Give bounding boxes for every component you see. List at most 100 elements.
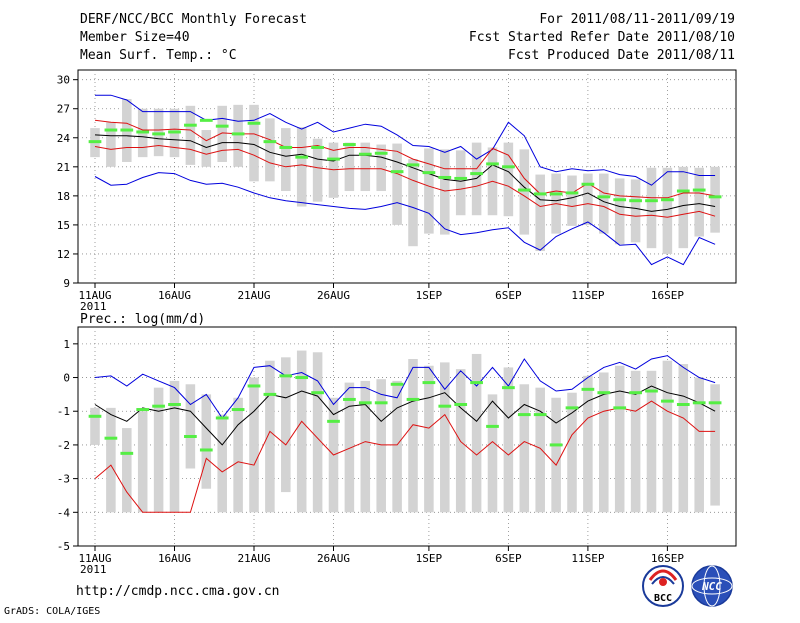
temp-box-19 (392, 143, 402, 225)
temp-box-18 (376, 144, 386, 192)
temp-box-39 (710, 166, 720, 233)
temp-box-9 (233, 104, 243, 167)
prec-box-9 (233, 397, 243, 513)
prec-box-4 (153, 387, 164, 513)
prec-box-34 (630, 370, 641, 513)
temp-line-min (94, 172, 716, 266)
temp-box-8 (217, 105, 227, 162)
prec-ytick-label: -2 (57, 439, 70, 452)
temp-box-23 (455, 150, 466, 216)
prec-ytick-label: -4 (57, 506, 71, 519)
temp-ytick-label: 12 (57, 248, 70, 261)
temp-box-7 (201, 130, 212, 167)
prec-box-16 (344, 382, 355, 513)
temp-box-15 (328, 142, 339, 198)
temp-line-lower-quartile (94, 144, 716, 218)
temp-box-35 (646, 167, 657, 249)
prec-box-2 (122, 428, 132, 513)
prec-box-33 (614, 365, 625, 513)
prec-box-18 (376, 379, 386, 513)
temp-xtick-label: 26AUG (317, 289, 350, 302)
prec-ytick-label: -3 (57, 473, 70, 486)
prec-box-5 (169, 380, 180, 513)
temp-box-20 (408, 159, 418, 247)
temp-xtick-label: 6SEP (495, 289, 522, 302)
chart-title: DERF/NCC/BCC Monthly Forecast (80, 12, 307, 27)
precip-variable-label: Prec.: log(mm/d) (80, 312, 205, 327)
fcst-produced-date: Fcst Produced Date 2011/08/11 (508, 48, 735, 63)
temp-ytick-label: 21 (57, 161, 70, 174)
prec-box-20 (408, 359, 418, 513)
prec-xtick-label: 1SEP (416, 552, 443, 565)
temp-ytick-label: 18 (57, 190, 70, 203)
temp-xtick-label: 11AUG (78, 289, 111, 302)
temp-box-16 (344, 142, 355, 192)
prec-box-17 (360, 380, 371, 513)
ncc-logo: NCC (691, 565, 733, 607)
prec-box-6 (185, 384, 196, 469)
prec-xtick-label: 16AUG (158, 552, 191, 565)
temp-box-37 (678, 166, 689, 249)
prec-xtick-label: 11SEP (571, 552, 604, 565)
prec-box-11 (265, 360, 275, 513)
temp-box-38 (694, 167, 704, 237)
prec-box-26 (503, 367, 514, 513)
prec-line-mean (94, 385, 716, 446)
temp-box-12 (281, 128, 291, 192)
prec-box-8 (217, 414, 227, 513)
prec-box-7 (201, 394, 212, 489)
prec-ytick-label: 0 (63, 372, 70, 385)
prec-xtick-label: 6SEP (495, 552, 522, 565)
prec-box-30 (567, 392, 577, 513)
temp-frame (77, 69, 737, 284)
prec-box-25 (487, 394, 498, 513)
temp-box-30 (567, 175, 577, 226)
temp-box-6 (185, 105, 196, 165)
temp-xtick-label: 16AUG (158, 289, 191, 302)
prec-xtick-label: 26AUG (317, 552, 350, 565)
prec-box-31 (583, 375, 593, 513)
temp-box-22 (440, 149, 450, 235)
prec-ytick-label: -1 (57, 405, 70, 418)
prec-box-24 (471, 353, 482, 513)
temp-box-1 (106, 122, 116, 167)
prec-box-27 (519, 384, 530, 513)
temp-box-34 (630, 179, 641, 243)
temp-ytick-label: 30 (57, 74, 70, 87)
bcc-logo: BCC (642, 565, 684, 607)
temp-xtick-label: 16SEP (651, 289, 684, 302)
temp-line-upper-quartile (94, 119, 716, 199)
prec-box-12 (281, 357, 291, 493)
temp-box-31 (583, 173, 593, 225)
source-url[interactable]: http://cmdp.ncc.cma.gov.cn (76, 584, 280, 599)
prec-box-35 (646, 370, 657, 513)
prec-box-38 (694, 377, 704, 513)
temp-ytick-label: 9 (63, 277, 70, 290)
fcst-started-date: Fcst Started Refer Date 2011/08/10 (469, 30, 735, 45)
temp-box-33 (614, 178, 625, 245)
temp-box-17 (360, 142, 371, 192)
temp-line-mean (94, 134, 716, 212)
temp-ytick-label: 27 (57, 103, 70, 116)
temp-box-26 (503, 142, 514, 217)
prec-box-13 (296, 350, 307, 513)
temp-xtick-label: 11SEP (571, 289, 604, 302)
temperature-panel: 9 12 15 18 21 24 27 30 11AUG 16AUG 21AUG 26AUG 1SEP 6… (57, 69, 737, 313)
temp-box-21 (424, 148, 434, 234)
prec-box-10 (249, 377, 259, 513)
prec-box-0 (90, 407, 100, 445)
prec-box-22 (440, 362, 450, 513)
temp-box-13 (296, 127, 307, 207)
temp-box-14 (312, 138, 323, 202)
prec-box-32 (599, 372, 609, 513)
temp-box-24 (471, 142, 482, 216)
prec-xtick-label: 11AUG (78, 552, 111, 565)
temp-box-32 (599, 173, 609, 234)
temp-box-28 (535, 174, 545, 252)
prec-box-14 (312, 352, 323, 513)
forecast-period: For 2011/08/11-2011/09/19 (539, 12, 735, 27)
variable-label: Mean Surf. Temp.: °C (80, 48, 237, 63)
temp-box-27 (519, 149, 530, 235)
prec-xtick-label: 16SEP (651, 552, 684, 565)
temp-ytick-label: 15 (57, 219, 70, 232)
